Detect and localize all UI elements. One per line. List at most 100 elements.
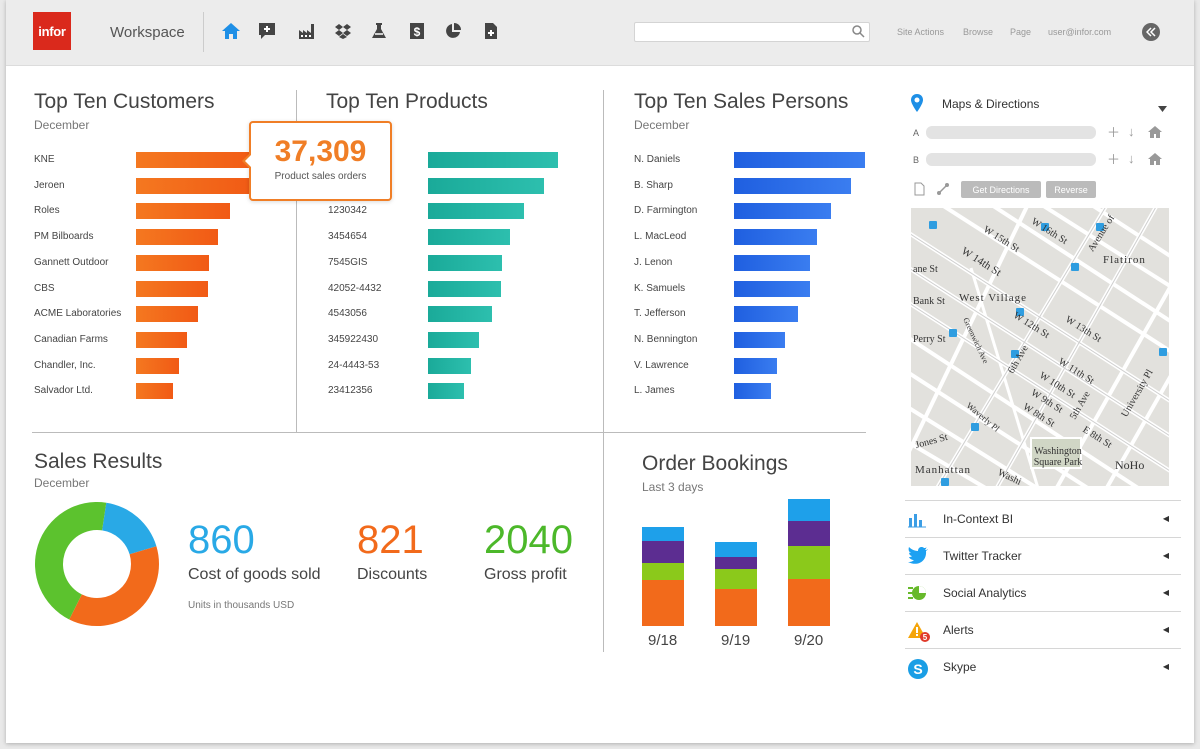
bar[interactable] [428, 254, 503, 271]
donut-slice[interactable] [35, 502, 107, 620]
field-a-input[interactable] [926, 126, 1096, 139]
bar[interactable] [428, 177, 544, 194]
bar[interactable] [734, 280, 810, 297]
site-actions-link[interactable]: Site Actions [897, 27, 945, 37]
browse-link[interactable]: Browse [963, 27, 994, 37]
stack-segment[interactable] [788, 579, 830, 626]
search-box[interactable] [634, 22, 870, 42]
infor-logo[interactable]: infor [33, 12, 71, 50]
stack-segment[interactable] [715, 557, 757, 569]
expand-arrow-icon[interactable]: ◀ [1162, 551, 1169, 560]
bar[interactable] [428, 357, 471, 374]
stack-segment[interactable] [788, 546, 830, 579]
add-stop-icon[interactable]: ＋ [1107, 125, 1121, 140]
home-location-icon[interactable] [1148, 125, 1162, 143]
maps-title: Maps & Directions [942, 97, 1040, 111]
page-icon[interactable] [914, 182, 925, 201]
bar-label: 345922430 [328, 333, 379, 345]
bar[interactable] [428, 203, 525, 220]
home-icon[interactable] [220, 20, 242, 42]
stack-segment[interactable] [715, 542, 757, 557]
gross-profit-value: 2040 [484, 518, 573, 562]
street-map[interactable]: W 15th St W 16th St Avenue of W 14th St … [911, 208, 1169, 486]
reverse-button[interactable]: Reverse [1046, 181, 1096, 198]
add-stop-icon[interactable]: ＋ [1107, 152, 1121, 167]
bar[interactable] [136, 177, 253, 194]
bar[interactable] [734, 331, 786, 348]
field-b-input[interactable] [926, 153, 1096, 166]
bar[interactable] [734, 306, 799, 323]
bar[interactable] [136, 331, 187, 348]
bar[interactable] [428, 331, 479, 348]
bar[interactable] [136, 203, 231, 220]
bar[interactable] [428, 383, 465, 400]
widget-in-context-bi[interactable]: In-Context BI ◀ [905, 500, 1181, 536]
bar[interactable] [136, 280, 208, 297]
bar[interactable] [734, 229, 817, 246]
bar[interactable] [428, 306, 492, 323]
stack-segment[interactable] [788, 499, 830, 521]
bar[interactable] [136, 306, 198, 323]
stack-segment[interactable] [642, 527, 684, 541]
widget-alerts[interactable]: 5 Alerts ◀ [905, 611, 1181, 647]
bar[interactable] [136, 357, 180, 374]
bar[interactable] [428, 280, 501, 297]
flask-icon[interactable] [368, 20, 390, 42]
get-directions-button[interactable]: Get Directions [961, 181, 1041, 198]
arrow-down-icon[interactable]: ↓ [1128, 124, 1135, 139]
map-label: Bank St [913, 296, 945, 307]
dollar-icon[interactable]: $ [406, 20, 428, 42]
home-location-icon[interactable] [1148, 152, 1162, 170]
bar[interactable] [136, 152, 260, 168]
workspace-label[interactable]: Workspace [110, 24, 185, 41]
widget-skype[interactable]: S Skype ◀ [905, 648, 1181, 684]
search-input[interactable] [635, 24, 845, 42]
stack-segment[interactable] [642, 541, 684, 563]
cost-label: Cost of goods sold [188, 566, 321, 583]
bar-label: KNE [34, 154, 55, 165]
twitter-icon [907, 547, 929, 567]
widget-label: Social Analytics [943, 586, 1027, 600]
route-icon[interactable] [936, 182, 950, 201]
tooltip-label: Product sales orders [274, 171, 367, 182]
factory-icon[interactable] [296, 20, 318, 42]
bar[interactable] [136, 254, 210, 271]
map-label: ane St [913, 264, 938, 275]
stack-segment[interactable] [715, 569, 757, 589]
arrow-down-icon[interactable]: ↓ [1128, 151, 1135, 166]
expand-arrow-icon[interactable]: ◀ [1162, 625, 1169, 634]
stack-segment[interactable] [642, 563, 684, 580]
widget-social-analytics[interactable]: Social Analytics ◀ [905, 574, 1181, 610]
document-icon[interactable] [480, 20, 502, 42]
dropbox-icon[interactable] [332, 20, 354, 42]
bar[interactable] [734, 357, 778, 374]
collapse-button[interactable] [1142, 23, 1160, 41]
expand-arrow-icon[interactable]: ◀ [1162, 588, 1169, 597]
bar[interactable] [734, 383, 771, 400]
cost-value: 860 [188, 518, 255, 562]
add-comment-icon[interactable] [256, 20, 278, 42]
widget-label: Twitter Tracker [943, 549, 1022, 563]
stack-segment[interactable] [788, 521, 830, 546]
bar[interactable] [428, 229, 510, 246]
user-link[interactable]: user@infor.com [1048, 27, 1112, 37]
widget-twitter-tracker[interactable]: Twitter Tracker ◀ [905, 537, 1181, 573]
donut-slice[interactable] [69, 546, 160, 626]
bar[interactable] [734, 203, 831, 220]
svg-text:$: $ [414, 25, 421, 39]
bar[interactable] [734, 152, 865, 168]
bar[interactable] [734, 254, 810, 271]
expand-arrow-icon[interactable]: ◀ [1162, 662, 1169, 671]
maps-dropdown-icon[interactable] [1158, 99, 1167, 117]
expand-arrow-icon[interactable]: ◀ [1162, 514, 1169, 523]
stack-segment[interactable] [642, 580, 684, 626]
bar[interactable] [428, 152, 558, 168]
donut-slice[interactable] [102, 502, 157, 555]
pie-chart-icon[interactable] [442, 20, 464, 42]
page-link[interactable]: Page [1010, 27, 1032, 37]
search-icon[interactable] [852, 25, 865, 43]
bar[interactable] [136, 383, 174, 400]
stack-segment[interactable] [715, 589, 757, 626]
bar[interactable] [734, 177, 851, 194]
bar[interactable] [136, 229, 218, 246]
